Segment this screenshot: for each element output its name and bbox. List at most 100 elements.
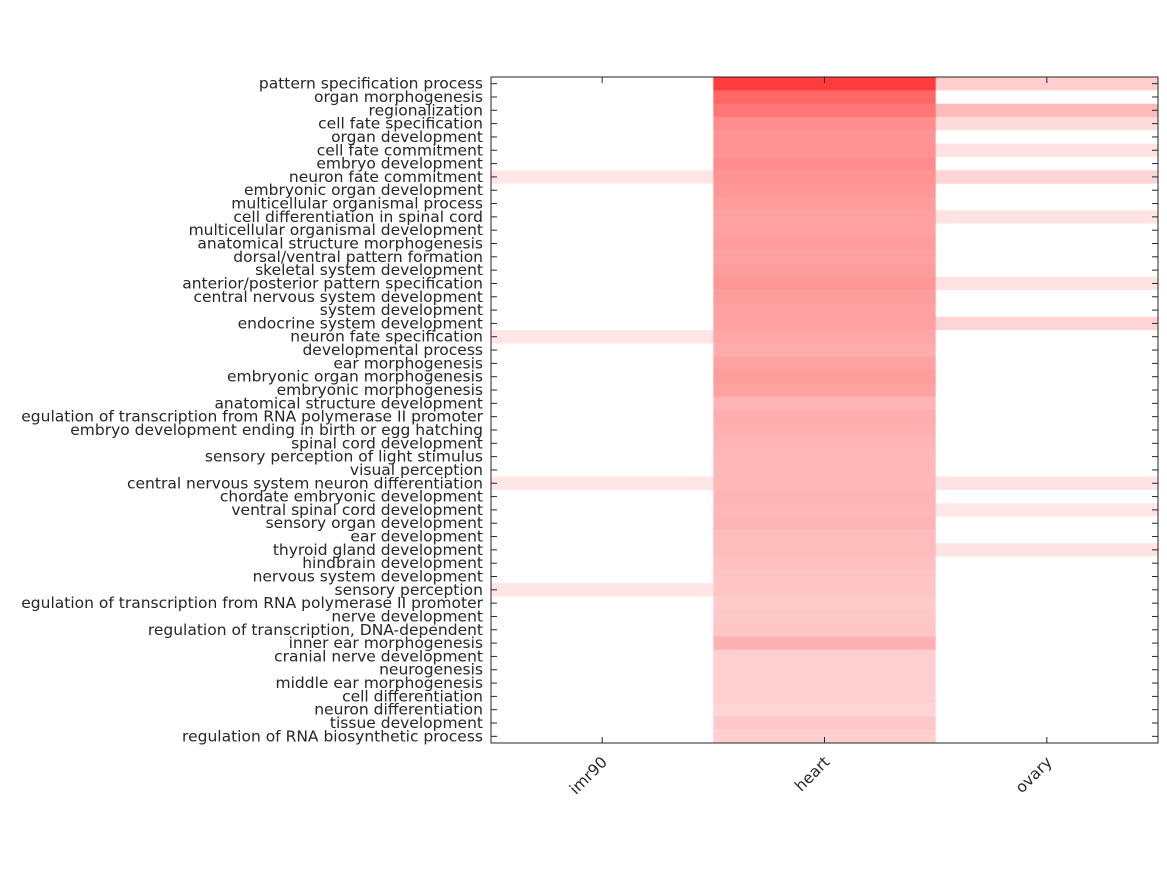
heatmap-cell [713, 143, 937, 158]
heatmap-cell [713, 303, 937, 318]
heatmap-cell [713, 649, 937, 664]
y-tick-label: visual perception [350, 461, 483, 479]
heatmap-cell [935, 103, 1159, 118]
heatmap-cell [491, 330, 714, 344]
y-tick-label: central nervous system development [194, 288, 484, 306]
x-tick-label: ovary [1012, 753, 1056, 797]
heatmap-cell [935, 90, 1159, 105]
heatmap-cell [491, 569, 714, 584]
heatmap-cell [713, 276, 937, 291]
y-tick-label: sensory organ development [266, 514, 483, 532]
heatmap-cell [935, 689, 1159, 704]
heatmap-cell [935, 130, 1159, 145]
heatmap-cell [713, 623, 937, 637]
heatmap-cell [935, 316, 1159, 331]
heatmap-cells [491, 77, 1159, 744]
heatmap-cell [935, 729, 1159, 744]
heatmap-cell [491, 636, 714, 651]
y-tick-label: middle ear morphogenesis [276, 674, 483, 692]
heatmap-cell [935, 716, 1159, 731]
axis-ticks [491, 77, 1158, 743]
y-tick-label: embryonic organ development [244, 181, 483, 199]
heatmap-cell [491, 423, 714, 438]
heatmap-cell [935, 569, 1159, 584]
heatmap-cell [491, 703, 714, 717]
heatmap-cell [491, 170, 714, 185]
heatmap-cell [935, 596, 1159, 611]
heatmap-cell [713, 77, 937, 91]
heatmap-cell [713, 170, 937, 185]
heatmap-cell [713, 196, 937, 211]
heatmap-cell [491, 396, 714, 411]
heatmap-cell [491, 663, 714, 677]
heatmap-cell [713, 383, 937, 398]
heatmap-cell [713, 183, 937, 198]
y-tick-label: embryonic organ morphogenesis [227, 368, 483, 386]
heatmap-cell [491, 623, 714, 637]
heatmap-cell [491, 263, 714, 278]
heatmap-cell [713, 156, 937, 171]
y-tick-label: nervous system development [253, 568, 483, 586]
heatmap-cell [713, 223, 937, 238]
x-tick-label: imr90 [566, 753, 611, 798]
heatmap-cell [935, 423, 1159, 438]
y-tick-label: regulation of transcription, DNA-depende… [148, 621, 483, 639]
heatmap-cell [713, 116, 937, 131]
heatmap-cell [713, 583, 937, 597]
y-tick-label: neuron fate commitment [289, 168, 483, 186]
heatmap-cell [713, 436, 937, 451]
y-tick-label: multicellular organismal process [231, 195, 483, 213]
heatmap-cell [935, 436, 1159, 451]
heatmap-cell [935, 676, 1159, 691]
heatmap-cell [935, 636, 1159, 651]
heatmap-cell [713, 250, 937, 264]
y-tick-label: thyroid gland development [273, 541, 483, 559]
heatmap-cell [491, 290, 714, 304]
y-tick-label: anatomical structure development [214, 394, 483, 412]
y-tick-label: cranial nerve development [274, 647, 483, 665]
heatmap-cell [491, 343, 714, 358]
heatmap-cell [713, 729, 937, 744]
heatmap-cell [491, 609, 714, 624]
heatmap-cell [935, 383, 1159, 398]
x-tick-labels: imr90 heart ovary [566, 753, 1056, 798]
heatmap-cell [713, 636, 937, 651]
heatmap-cell [491, 223, 714, 238]
heatmap-cell [713, 236, 937, 251]
heatmap-cell [935, 503, 1159, 518]
heatmap-cell [935, 356, 1159, 371]
heatmap-cell [491, 449, 714, 464]
heatmap-cell [713, 676, 937, 691]
y-tick-label: spinal cord development [291, 434, 483, 452]
heatmap-cell [713, 716, 937, 731]
y-tick-label: skeletal system development [255, 261, 483, 279]
heatmap-cell [491, 303, 714, 318]
heatmap-cell [713, 290, 937, 304]
heatmap-cell [935, 276, 1159, 291]
heatmap-cell [713, 609, 937, 624]
heatmap-cell [935, 263, 1159, 278]
heatmap-cell [491, 383, 714, 398]
heatmap-cell [713, 316, 937, 331]
heatmap-cell [935, 516, 1159, 531]
heatmap-cell [491, 103, 714, 118]
y-tick-label: embryo development [316, 155, 483, 173]
heatmap-cell [491, 729, 714, 744]
heatmap-cell [713, 410, 937, 424]
heatmap-cell [713, 130, 937, 145]
y-tick-label: cell differentiation in spinal cord [233, 208, 483, 226]
heatmap-cell [935, 463, 1159, 478]
plot-frame [490, 76, 1159, 744]
y-tick-label: system development [320, 301, 483, 319]
heatmap-cell [713, 356, 937, 371]
heatmap-cell [935, 649, 1159, 664]
heatmap-cell [713, 516, 937, 531]
heatmap-cell [491, 130, 714, 145]
heatmap-cell [713, 596, 937, 611]
y-tick-label: chordate embryonic development [220, 488, 483, 506]
heatmap-cell [935, 543, 1159, 558]
heatmap-cell [935, 196, 1159, 211]
heatmap-cell [491, 250, 714, 264]
